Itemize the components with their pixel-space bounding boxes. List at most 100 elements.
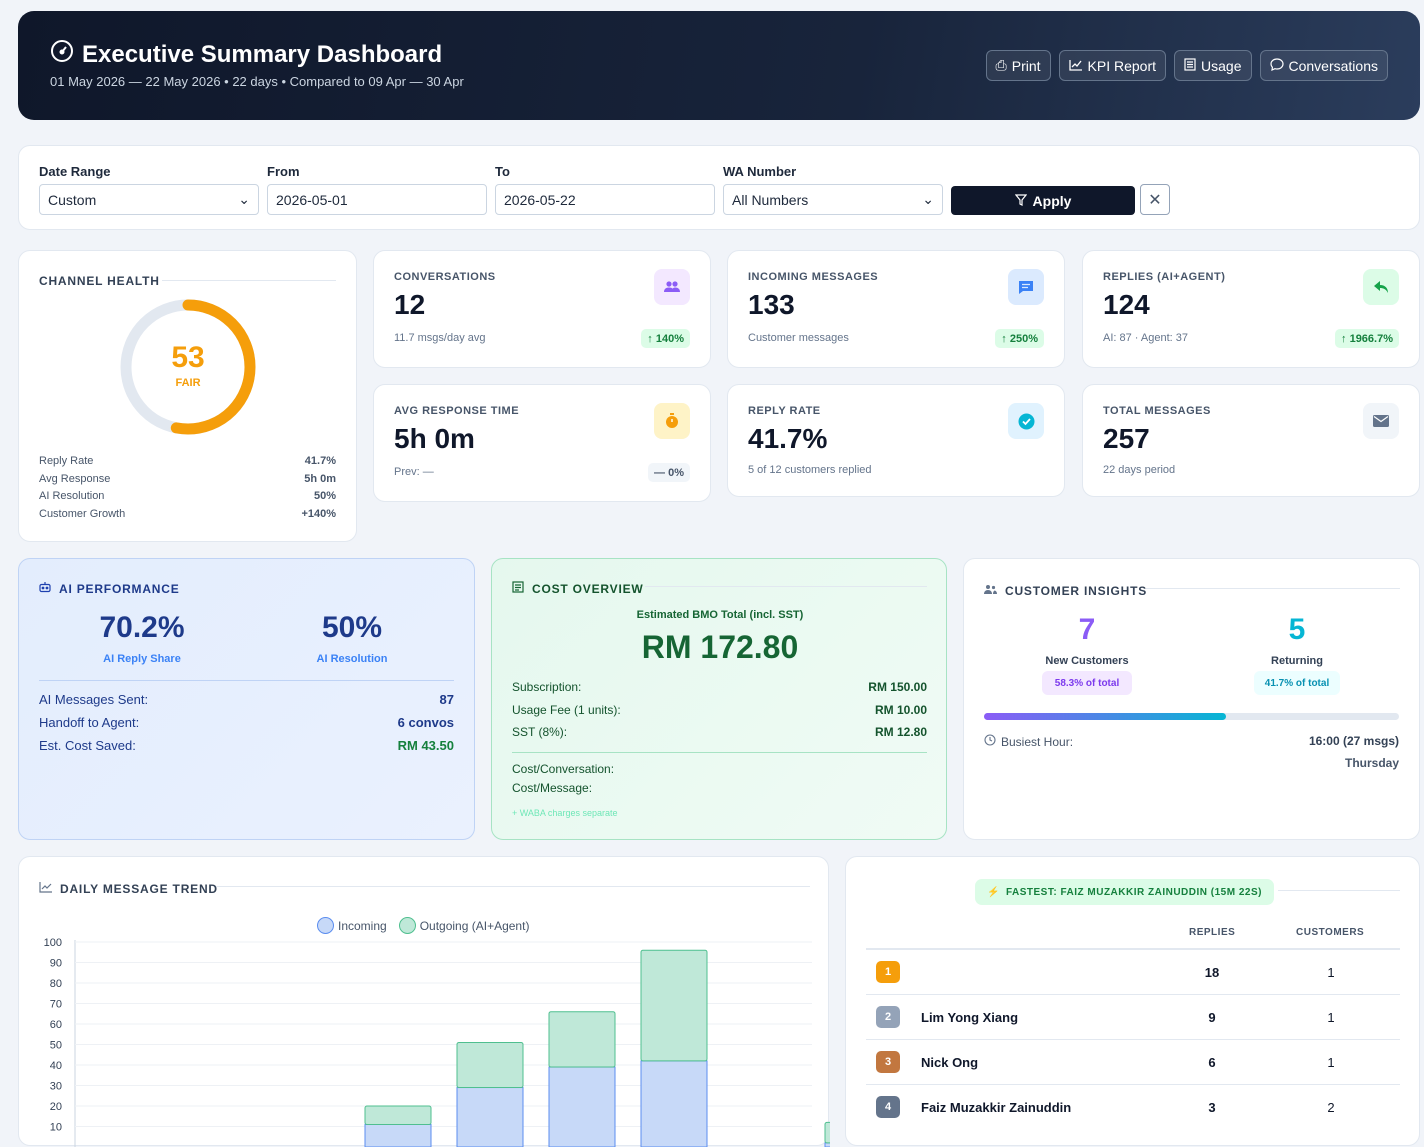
metric-row: AI Resolution 50%: [39, 490, 336, 502]
channel-health-card: CHANNEL HEALTH 53 FAIR Reply Rate 41.7% A…: [18, 250, 357, 542]
agent-table: 1 18 1 2 Lim Yong Xiang 9 1 3 Nick Ong 6…: [866, 950, 1400, 1130]
bar-incoming[interactable]: [548, 1066, 616, 1147]
y-tick-label: 10: [50, 1122, 62, 1134]
ai-reply-share-label: AI Reply Share: [103, 653, 181, 665]
lightning-icon: ⚡: [987, 886, 1000, 898]
ai-resolution-label: AI Resolution: [316, 653, 388, 665]
daily-trend-card: DAILY MESSAGE TREND Incoming Outgoing (A…: [18, 856, 830, 1147]
cost-row: SST (8%): RM 12.80: [512, 725, 927, 739]
page-title: Executive Summary Dashboard: [50, 39, 442, 70]
new-customers-label: New Customers: [1045, 655, 1129, 667]
table-row[interactable]: 2 Lim Yong Xiang 9 1: [866, 995, 1400, 1040]
returning-value: 5: [1288, 613, 1306, 646]
bar-incoming[interactable]: [640, 1060, 708, 1147]
y-tick-label: 80: [50, 978, 62, 990]
from-date-input[interactable]: 2026-05-01: [267, 184, 487, 215]
ai-stat-row: Est. Cost Saved: RM 43.50: [39, 738, 454, 753]
cost-overview-card: COST OVERVIEW Estimated BMO Total (incl.…: [491, 558, 947, 840]
new-customers-value: 7: [1078, 613, 1096, 646]
kpi-report-button[interactable]: KPI Report: [1058, 50, 1167, 81]
usage-button[interactable]: Usage: [1174, 50, 1252, 81]
apply-button[interactable]: Apply: [951, 186, 1135, 215]
metric-row: Avg Response 5h 0m: [39, 472, 336, 485]
health-grade: FAIR: [175, 377, 201, 389]
channel-health-title: CHANNEL HEALTH: [39, 274, 160, 288]
busiest-hour-label: Busiest Hour:: [1001, 734, 1074, 749]
line-chart-icon: [1068, 58, 1083, 74]
avg-response-kpi-card[interactable]: AVG RESPONSE TIME 5h 0m Prev: — — 0%: [373, 384, 711, 502]
envelope-icon: [1363, 403, 1399, 439]
ai-reply-share-value: 70.2%: [99, 611, 185, 644]
customer-insights-card: CUSTOMER INSIGHTS 7 New Customers 58.3% …: [963, 558, 1420, 840]
dashboard-header: Executive Summary Dashboard 01 May 2026 …: [18, 11, 1420, 120]
date-range-label: Date Range: [39, 164, 111, 179]
waba-note: + WABA charges separate: [512, 808, 618, 818]
cost-total: RM 172.80: [641, 629, 799, 665]
ai-stat-row: AI Messages Sent: 87: [39, 692, 454, 707]
bar-outgoing[interactable]: [824, 1121, 830, 1144]
bar-incoming[interactable]: [364, 1123, 432, 1147]
cost-row: Usage Fee (1 units): RM 10.00: [512, 702, 927, 717]
busiest-hour-value: 16:00 (27 msgs): [1308, 734, 1399, 748]
y-tick-label: 20: [50, 1101, 62, 1113]
clear-filters-button[interactable]: ✕: [1140, 184, 1170, 215]
chart-title: DAILY MESSAGE TREND: [60, 882, 218, 896]
metric-row: Reply Rate 41.7%: [39, 455, 336, 467]
chevron-down-icon: ⌄: [922, 191, 934, 207]
replies-kpi-card[interactable]: REPLIES (AI+AGENT) 124 AI: 87 · Agent: 37 …: [1082, 250, 1420, 368]
users-icon: [984, 582, 997, 600]
total-messages-kpi-card[interactable]: TOTAL MESSAGES 257 22 days period: [1082, 384, 1420, 497]
reply-icon: [1363, 269, 1399, 305]
col-customers: CUSTOMERS: [1296, 927, 1365, 938]
date-range-select[interactable]: Custom ⌄: [39, 184, 259, 215]
customer-split-bar: [984, 713, 1399, 720]
table-row[interactable]: 4 Faiz Muzakkir Zainuddin 3 2: [866, 1085, 1400, 1130]
bar-outgoing[interactable]: [640, 949, 708, 1062]
wa-number-label: WA Number: [723, 164, 797, 179]
conversations-button[interactable]: Conversations: [1259, 50, 1388, 81]
filter-icon: [1014, 193, 1027, 209]
to-date-input[interactable]: 2026-05-22: [495, 184, 715, 215]
ai-resolution-value: 50%: [321, 611, 383, 644]
chat-bubble-icon: [1269, 57, 1284, 74]
check-circle-icon: [1008, 403, 1044, 439]
table-row[interactable]: 3 Nick Ong 6 1: [866, 1040, 1400, 1085]
legend-outgoing[interactable]: Outgoing (AI+Agent): [398, 917, 529, 934]
daily-trend-chart: 10 20 30 40 50 60 70 80 90 100: [44, 937, 830, 1147]
bar-incoming[interactable]: [824, 1142, 830, 1147]
col-replies: REPLIES: [1189, 927, 1236, 938]
busiest-day: Thursday: [1344, 756, 1399, 770]
health-score-donut: [120, 299, 256, 435]
fastest-agent-badge: ⚡ FASTEST: FAIZ MUZAKKIR ZAINUDDIN (15M 2…: [975, 879, 1274, 905]
y-tick-label: 40: [50, 1060, 62, 1072]
bar-outgoing[interactable]: [364, 1105, 432, 1125]
bar-outgoing[interactable]: [456, 1041, 524, 1089]
y-tick-label: 100: [44, 937, 62, 949]
robot-icon: [39, 580, 51, 598]
cost-per-message: Cost/Message:: [512, 781, 593, 795]
total-label: Estimated BMO Total (incl. SST): [636, 609, 804, 621]
bar-incoming[interactable]: [456, 1087, 524, 1147]
legend-incoming[interactable]: Incoming: [317, 917, 387, 934]
returning-label: Returning: [1271, 655, 1323, 667]
y-tick-label: 90: [50, 958, 62, 970]
ai-performance-title: AI PERFORMANCE: [59, 582, 180, 596]
print-button[interactable]: ⎙ Print: [985, 50, 1051, 81]
printer-icon: ⎙: [995, 57, 1007, 73]
chart-legend: Incoming Outgoing (AI+Agent): [317, 917, 529, 934]
growth-badge: ↑ 1966.7%: [1335, 329, 1399, 348]
conversations-kpi-card[interactable]: CONVERSATIONS 12 11.7 msgs/day avg ↑ 140%: [373, 250, 711, 368]
y-tick-label: 70: [50, 999, 62, 1011]
wa-number-select[interactable]: All Numbers ⌄: [723, 184, 943, 215]
stopwatch-icon: [654, 403, 690, 439]
from-label: From: [267, 164, 300, 179]
table-row[interactable]: 1 18 1: [866, 950, 1400, 995]
customer-insights-title: CUSTOMER INSIGHTS: [1005, 584, 1148, 598]
metric-row: Customer Growth +140%: [39, 507, 336, 520]
incoming-messages-kpi-card[interactable]: INCOMING MESSAGES 133 Customer messages ↑ …: [727, 250, 1065, 368]
bar-outgoing[interactable]: [548, 1011, 616, 1068]
receipt-icon: [1184, 57, 1196, 74]
gauge-icon: [50, 39, 74, 70]
reply-rate-kpi-card[interactable]: REPLY RATE 41.7% 5 of 12 customers replied: [727, 384, 1065, 497]
health-score: 53: [171, 341, 205, 374]
